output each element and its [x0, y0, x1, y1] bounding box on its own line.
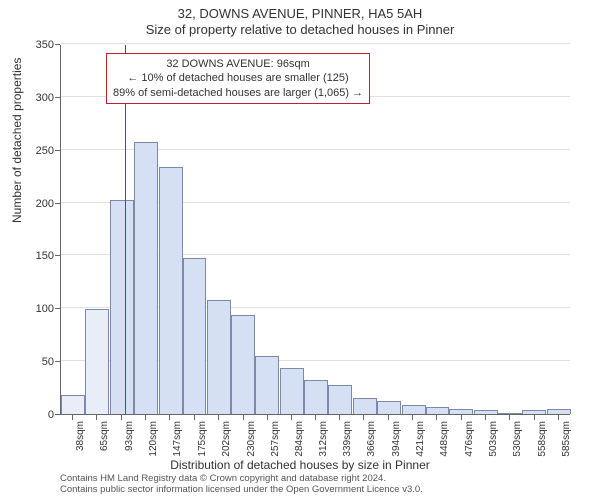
y-tick-label: 200 [36, 198, 54, 210]
chart-title-2: Size of property relative to detached ho… [0, 22, 600, 37]
x-tick-label: 175sqm [197, 421, 208, 457]
bar [426, 407, 450, 414]
bar [522, 410, 546, 414]
x-axis-label: Distribution of detached houses by size … [0, 458, 600, 472]
chart-title-1: 32, DOWNS AVENUE, PINNER, HA5 5AH [0, 6, 600, 21]
annotation-line-1: 32 DOWNS AVENUE: 96sqm [113, 57, 363, 71]
y-tick-label: 100 [36, 303, 54, 315]
x-tick-label: 503sqm [488, 421, 499, 457]
bar [304, 380, 328, 414]
bar [402, 405, 426, 415]
footnote-line-2: Contains public sector information licen… [60, 485, 423, 496]
bar [110, 200, 134, 414]
x-tick-label: 202sqm [221, 421, 232, 457]
annotation-line-2: ← 10% of detached houses are smaller (12… [113, 71, 363, 85]
bar [547, 409, 571, 414]
bar [280, 368, 304, 415]
x-tick-label: 448sqm [439, 421, 450, 457]
bar [207, 300, 231, 414]
y-tick-label: 250 [36, 145, 54, 157]
x-tick-label: 147sqm [172, 421, 183, 457]
x-tick-label: 93sqm [124, 421, 135, 451]
footnote: Contains HM Land Registry data © Crown c… [60, 474, 423, 496]
bar [449, 409, 473, 414]
x-tick-label: 120sqm [148, 421, 159, 457]
bar [353, 398, 377, 414]
bar [498, 413, 522, 414]
bar [255, 356, 279, 414]
y-tick-label: 150 [36, 250, 54, 262]
x-tick-label: 230sqm [246, 421, 257, 457]
bar [85, 309, 109, 414]
y-tick-label: 50 [42, 356, 54, 368]
bar [231, 315, 255, 414]
y-axis-ticks: 050100150200250300350 [0, 45, 60, 415]
x-tick-label: 312sqm [318, 421, 329, 457]
plot-area: 32 DOWNS AVENUE: 96sqm ← 10% of detached… [60, 45, 570, 415]
bar [61, 395, 85, 414]
x-tick-label: 257sqm [270, 421, 281, 457]
x-tick-label: 284sqm [294, 421, 305, 457]
bar [474, 410, 498, 414]
x-tick-label: 339sqm [342, 421, 353, 457]
x-tick-label: 585sqm [561, 421, 572, 457]
x-tick-label: 476sqm [464, 421, 475, 457]
y-tick-label: 350 [36, 39, 54, 51]
x-tick-label: 38sqm [75, 421, 86, 451]
x-tick-label: 366sqm [366, 421, 377, 457]
y-tick-label: 0 [48, 409, 54, 421]
x-tick-label: 65sqm [99, 421, 110, 451]
x-tick-label: 530sqm [512, 421, 523, 457]
bar [159, 167, 183, 414]
x-tick-label: 421sqm [415, 421, 426, 457]
bar [134, 142, 158, 414]
bar [377, 401, 401, 414]
annotation-line-3: 89% of semi-detached houses are larger (… [113, 86, 363, 100]
bar [328, 385, 352, 414]
bar [183, 258, 207, 414]
x-tick-label: 394sqm [391, 421, 402, 457]
x-tick-label: 558sqm [537, 421, 548, 457]
y-tick-label: 300 [36, 92, 54, 104]
annotation-box: 32 DOWNS AVENUE: 96sqm ← 10% of detached… [106, 53, 370, 104]
